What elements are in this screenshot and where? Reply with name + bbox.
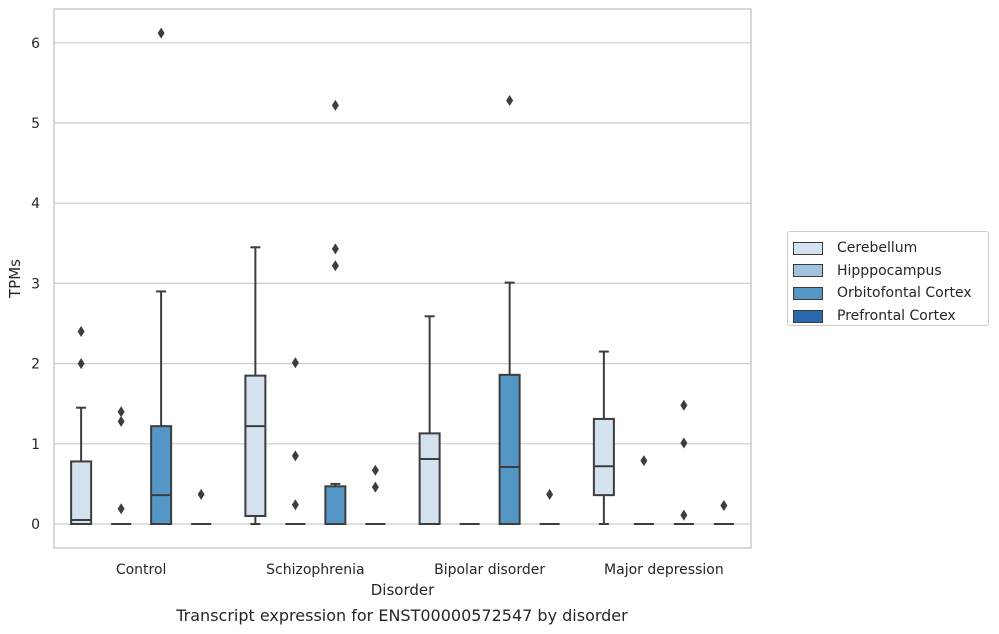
- box-cerebellum: [70, 326, 93, 525]
- legend-item: Prefrontal Cortex: [793, 305, 988, 328]
- iqr-box: [418, 432, 441, 525]
- legend-swatch: [793, 309, 823, 323]
- outlier-point: [331, 260, 339, 272]
- box-cerebellum: [592, 350, 615, 525]
- box-orbitofontal-cortex: [673, 399, 694, 525]
- chart-title: Transcript expression for ENST0000057254…: [176, 606, 628, 625]
- y-tick-label: 5: [31, 116, 40, 132]
- outlier-point: [77, 326, 85, 338]
- y-tick-label: 3: [31, 276, 40, 292]
- iqr-box: [70, 460, 93, 525]
- y-tick-label: 4: [31, 196, 40, 212]
- outlier-point: [331, 99, 339, 111]
- legend-swatch: [793, 241, 823, 255]
- outlier-point: [197, 488, 205, 500]
- outlier-point: [291, 499, 299, 511]
- outlier-point: [77, 358, 85, 370]
- iqr-box: [244, 374, 267, 517]
- outlier-point: [117, 503, 125, 515]
- outlier-point: [117, 415, 125, 427]
- legend-label: Prefrontal Cortex: [837, 308, 956, 325]
- box-prefrontal-cortex: [365, 464, 386, 525]
- y-tick-label: 2: [31, 357, 40, 373]
- y-axis-label: TPMs: [6, 259, 24, 299]
- legend-item: Orbitofontal Cortex: [793, 282, 988, 305]
- outlier-point: [506, 95, 514, 107]
- outlier-point: [680, 399, 688, 411]
- outlier-point: [720, 500, 728, 512]
- x-tick-label: Schizophrenia: [266, 562, 364, 578]
- legend-swatch: [793, 286, 823, 300]
- outlier-point: [291, 357, 299, 369]
- iqr-box: [150, 425, 173, 526]
- outlier-point: [680, 509, 688, 521]
- legend-label: Orbitofontal Cortex: [837, 285, 972, 302]
- x-axis-label: Disorder: [371, 581, 435, 599]
- outlier-point: [157, 27, 165, 39]
- box-hipppocampus: [285, 357, 306, 525]
- iqr-box: [324, 485, 347, 525]
- outlier-point: [680, 437, 688, 449]
- outlier-point: [291, 450, 299, 462]
- ticks-layer: 0 1 2 3 4 5 6 Control Schizophrenia Bipolar disor…: [31, 36, 724, 578]
- x-tick-label: Control: [116, 562, 167, 578]
- x-tick-label: Bipolar disorder: [434, 562, 545, 578]
- outlier-point: [371, 464, 379, 476]
- box-cerebellum: [418, 315, 441, 525]
- y-tick-label: 0: [31, 517, 40, 533]
- boxes-layer: [70, 27, 734, 526]
- box-prefrontal-cortex: [191, 488, 212, 525]
- outlier-point: [117, 406, 125, 418]
- x-tick-label: Major depression: [604, 562, 724, 578]
- box-orbitofontal-cortex: [324, 99, 347, 525]
- outlier-point: [331, 243, 339, 255]
- outlier-point: [640, 455, 648, 467]
- box-prefrontal-cortex: [713, 500, 734, 525]
- outlier-point: [546, 488, 554, 500]
- y-tick-label: 1: [31, 437, 40, 453]
- box-orbitofontal-cortex: [150, 27, 173, 526]
- legend-swatch: [793, 264, 823, 278]
- box-hipppocampus: [633, 455, 654, 525]
- legend-label: Hipppocampus: [837, 262, 942, 279]
- y-tick-label: 6: [31, 36, 40, 52]
- outlier-point: [371, 481, 379, 493]
- plot-frame: [53, 8, 752, 549]
- box-hipppocampus: [111, 406, 132, 525]
- iqr-box: [592, 417, 615, 497]
- box-orbitofontal-cortex: [498, 95, 521, 525]
- iqr-box: [498, 373, 521, 525]
- legend: Cerebellum Hipppocampus Orbitofontal Corte…: [787, 231, 989, 326]
- legend-item: Hipppocampus: [793, 260, 988, 283]
- legend-label: Cerebellum: [837, 240, 918, 257]
- legend-item: Cerebellum: [793, 237, 988, 260]
- box-prefrontal-cortex: [539, 488, 560, 525]
- box-cerebellum: [244, 246, 267, 525]
